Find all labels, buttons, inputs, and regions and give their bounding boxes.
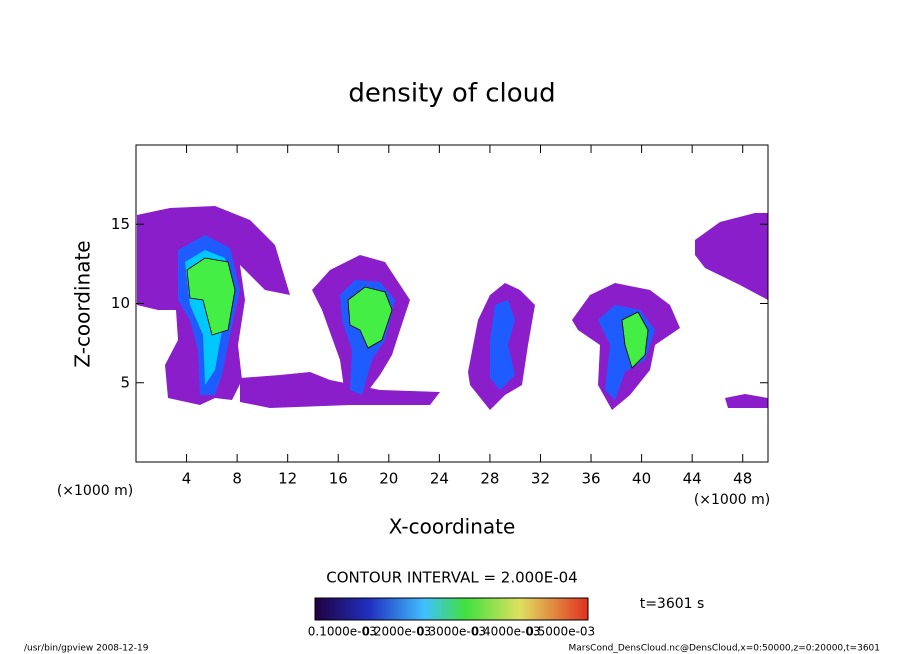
- y-tick-label: 5: [120, 373, 130, 391]
- x-tick-label: 24: [430, 470, 449, 488]
- colorbar-label: 0.3000e-03: [417, 625, 486, 639]
- x-tick-label: 8: [232, 470, 242, 488]
- x-tick-label: 28: [480, 470, 499, 488]
- footer-left: /usr/bin/gpview 2008-12-19: [24, 644, 149, 654]
- cloud-field: [137, 206, 768, 410]
- x-tick-label: 48: [733, 470, 752, 488]
- time-label: t=3601 s: [640, 596, 705, 612]
- contour-interval: CONTOUR INTERVAL = 2.000E-04: [326, 569, 577, 587]
- x-tick-label: 4: [182, 470, 192, 488]
- x-tick-label: 16: [329, 470, 348, 488]
- x-unit: (×1000 m): [694, 492, 770, 508]
- x-tick-label: 36: [581, 470, 600, 488]
- colorbar-label: 0.4000e-03: [472, 625, 541, 639]
- colorbar-label: 0.5000e-03: [526, 625, 595, 639]
- x-tick-label: 32: [531, 470, 550, 488]
- colorbar-label: 0.2000e-03: [362, 625, 431, 639]
- y-unit: (×1000 m): [57, 483, 133, 499]
- footer-right: MarsCond_DensCloud.nc@DensCloud,x=0:5000…: [569, 644, 881, 654]
- x-axis-label: X-coordinate: [389, 515, 516, 539]
- x-tick-label: 40: [632, 470, 651, 488]
- y-axis-label: Z-coordinate: [71, 240, 95, 367]
- y-tick-label: 15: [111, 215, 130, 233]
- colorbar-label: 0.1000e-03: [308, 625, 377, 639]
- x-tick-label: 44: [683, 470, 702, 488]
- x-tick-label: 12: [278, 470, 297, 488]
- colorbar: [314, 597, 589, 621]
- chart-title: density of cloud: [348, 79, 555, 109]
- y-tick-label: 10: [111, 294, 130, 312]
- x-tick-label: 20: [379, 470, 398, 488]
